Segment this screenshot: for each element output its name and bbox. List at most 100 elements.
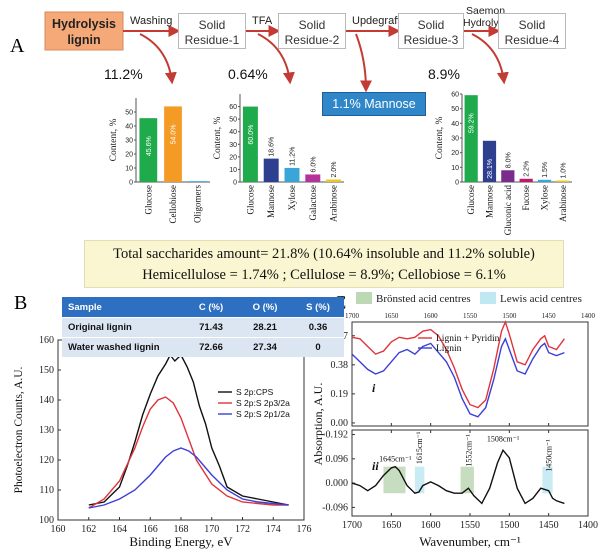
x-tick-label: 1400 [581,312,596,320]
x-tick-label: Glucose [466,185,476,215]
bar-chart-3: 0 10 20 30 40 50 60 Content, % 59.2% Glucose 28.1%… [435,92,572,236]
xps-chart: 160 162 164 166 168 170 172 174 176 100 110 120 130 1… [13,335,312,549]
bar [305,174,321,182]
header-s: S (%) [292,297,344,318]
series-line [351,448,565,505]
x-axis-label: Wavenumber, cm⁻¹ [419,534,521,549]
y-tick-label: 0 [455,180,459,187]
y-tick-label: 0.000 [326,478,349,489]
residue-3-box: Solid Residue-3 [398,13,464,49]
y-tick-label: 0.192 [326,430,349,441]
residue-2-line1: Solid [298,18,326,32]
y-tick-label: 50 [451,106,459,113]
x-tick-label: 170 [204,524,219,535]
ir-chart-i: 1700 1650 1600 1550 1500 1450 1400 0.00 0.19 0.38… [331,312,596,429]
x-tick-label: Xylose [287,185,297,211]
start-label-2: lignin [67,33,100,47]
y-tick-label: 10 [229,167,237,174]
subpanel-label-ii: ii [372,459,379,473]
x-tick-label: 1500 [499,520,519,531]
residue-3-line2: Residue-3 [403,33,459,47]
bar-value-label: 6.0% [310,156,317,172]
y-tick-label: 0 [129,180,133,187]
bar-chart-2: 0 10 20 30 40 50 60 Content, % 60.0% Glucose 18.6%… [213,94,344,222]
y-tick-label: 0.096 [326,454,349,465]
y-tick-label: 30 [229,142,237,149]
bar-value-label: 8.0% [505,152,512,168]
header-c: C (%) [184,297,238,318]
series-line [88,396,289,509]
x-tick-label: Glucose [143,185,153,215]
step-washing: Washing [130,15,172,27]
bar-value-label: 1.0% [560,163,567,179]
panel-label-b: B [14,292,27,314]
y-tick-label: 140 [39,395,54,406]
legend-label: S 2p:CPS [236,387,274,397]
bar [556,180,570,182]
cell-c: 71.43 [184,317,238,338]
x-tick-label: 162 [81,524,96,535]
residue-1-box: Solid Residue-1 [178,13,246,49]
y-axis-label: Photoelectron Counts, A.U. [13,366,25,493]
summary-line-2: Hemicellulose = 1.74% ; Cellulose = 8.9%… [142,267,506,283]
y-tick-label: 110 [39,485,54,496]
x-tick-label: Arabinose [329,185,339,222]
table-row: Original lignin 71.43 28.21 0.36 [62,317,344,338]
y-tick-label: 20 [229,154,237,161]
y-tick-label: 30 [451,136,459,143]
step-updegraff: Updegraff [352,15,401,27]
ir-chart-ii: 1700 1650 1600 1550 1500 1450 1400 -0.096 0.000 0… [311,383,598,549]
bar [326,179,342,182]
y-axis-label: Absorption, A.U. [311,383,325,466]
peak-annotation: 1615cm⁻¹ [415,431,424,464]
cell-o: 27.34 [238,337,292,357]
x-tick-label: 1550 [460,520,480,531]
y-tick-label: -0.096 [322,502,348,513]
residue-1-line2: Residue-1 [184,33,240,47]
cell-s: 0.36 [292,317,344,338]
yield-2: 0.64% [228,66,268,82]
x-tick-label: Gluconic acid [503,185,513,236]
residue-4-line2: Residue-4 [504,33,560,47]
peak-annotation: 1508cm⁻¹ [487,434,520,443]
bar [242,106,258,182]
header-sample: Sample [62,297,184,318]
x-tick-label: Fucose [521,185,531,211]
cell-sample: Original lignin [62,317,184,338]
bar-chart-1: 0 10 20 30 40 50 Content, % 45.6% Glucose 54.0% Ce… [109,98,210,224]
bar [164,106,182,182]
cell-sample: Water washed lignin [62,337,184,357]
series-line [351,337,565,418]
cell-s: 0 [292,337,344,357]
step-tfa: TFA [252,15,273,27]
mannose-box: 1.1% Mannose [322,92,426,116]
table-row: Water washed lignin 72.66 27.34 0 [62,337,344,357]
bar-value-label: 45.6% [146,136,153,156]
x-tick-label: 172 [235,524,250,535]
y-tick-label: 50 [125,110,133,117]
cell-c: 72.66 [184,337,238,357]
x-tick-label: 1600 [424,312,439,320]
x-axis-label: Binding Energy, eV [129,534,233,549]
x-tick-label: Glucose [245,185,255,215]
y-tick-label: 40 [125,124,133,131]
bar [519,178,533,182]
x-tick-label: 1450 [542,312,557,320]
bar [284,167,300,182]
y-tick-label: 10 [125,166,133,173]
y-tick-label: 100 [39,515,54,526]
y-tick-label: 60 [229,104,237,111]
x-tick-label: 1700 [345,312,360,320]
yield-1: 11.2% [104,66,143,82]
lewis-legend-label: Lewis acid centres [500,293,582,305]
residue-3-line1: Solid [417,18,445,32]
x-tick-label: 164 [112,524,127,535]
y-tick-label: 0.00 [331,418,349,429]
band-shading [414,466,425,494]
series-line [88,447,289,509]
peak-annotation: 1645cm⁻¹ [379,455,412,464]
y-tick-label: 0.19 [331,389,349,400]
x-tick-label: 1650 [381,520,401,531]
bronsted-legend-swatch [356,292,372,304]
x-tick-label: 1650 [384,312,399,320]
